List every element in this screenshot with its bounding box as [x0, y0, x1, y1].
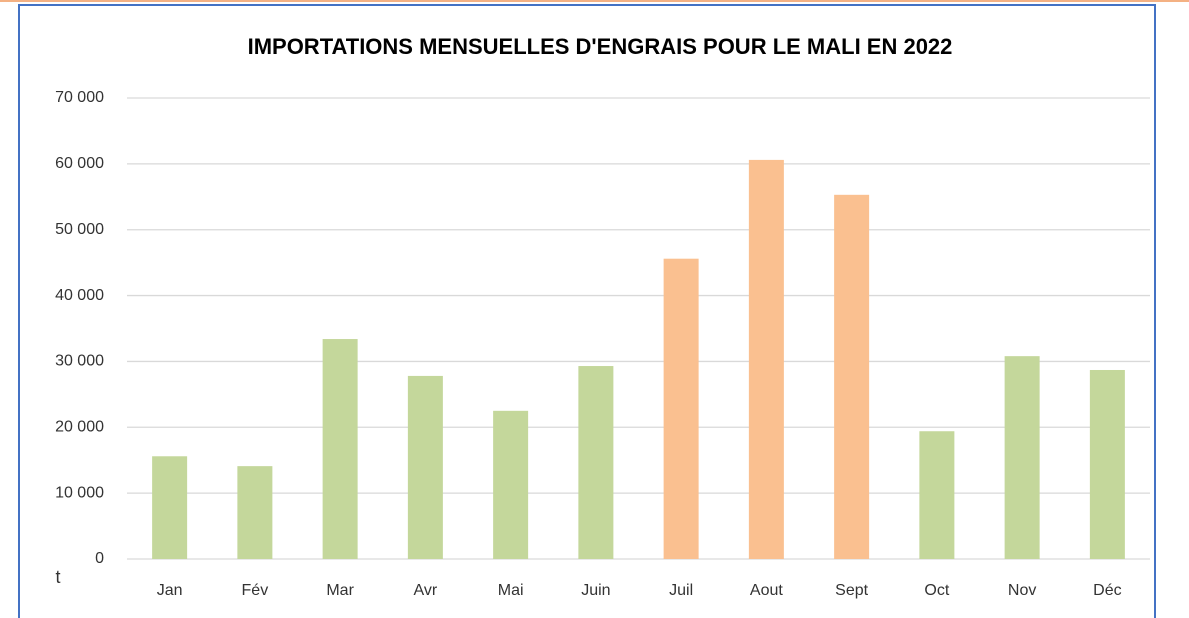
x-tick-label: Oct	[924, 582, 949, 599]
x-tick-label: Déc	[1093, 582, 1121, 599]
y-tick-label: 10 000	[55, 484, 104, 501]
bar	[1004, 356, 1040, 559]
bar	[919, 431, 955, 559]
y-tick-label: 60 000	[55, 155, 104, 172]
x-tick-label: Juin	[581, 582, 610, 599]
y-tick-label: 30 000	[55, 353, 104, 370]
x-tick-label: Nov	[1008, 582, 1036, 599]
bar	[493, 410, 529, 559]
bar	[407, 375, 443, 559]
y-tick-label: 0	[95, 550, 104, 567]
y-axis-label: t	[55, 567, 60, 587]
bar	[152, 456, 188, 559]
bar	[834, 194, 870, 559]
chart-frame	[18, 4, 1156, 618]
x-tick-label: Aout	[750, 582, 783, 599]
bar	[237, 466, 273, 559]
x-tick-label: Fév	[242, 582, 269, 599]
y-tick-label: 20 000	[55, 419, 104, 436]
bar	[578, 366, 614, 559]
y-tick-label: 50 000	[55, 221, 104, 238]
y-tick-label: 70 000	[55, 89, 104, 106]
x-tick-label: Mar	[326, 582, 354, 599]
y-tick-label: 40 000	[55, 287, 104, 304]
bar	[1089, 369, 1125, 559]
x-tick-label: Avr	[414, 582, 438, 599]
x-tick-label: Mai	[498, 582, 524, 599]
bar	[748, 159, 784, 560]
x-tick-label: Juil	[669, 582, 693, 599]
x-tick-label: Jan	[157, 582, 183, 599]
bar	[663, 258, 699, 559]
x-tick-label: Sept	[835, 582, 868, 599]
chart-title: IMPORTATIONS MENSUELLES D'ENGRAIS POUR L…	[248, 34, 953, 59]
bar	[322, 339, 358, 559]
